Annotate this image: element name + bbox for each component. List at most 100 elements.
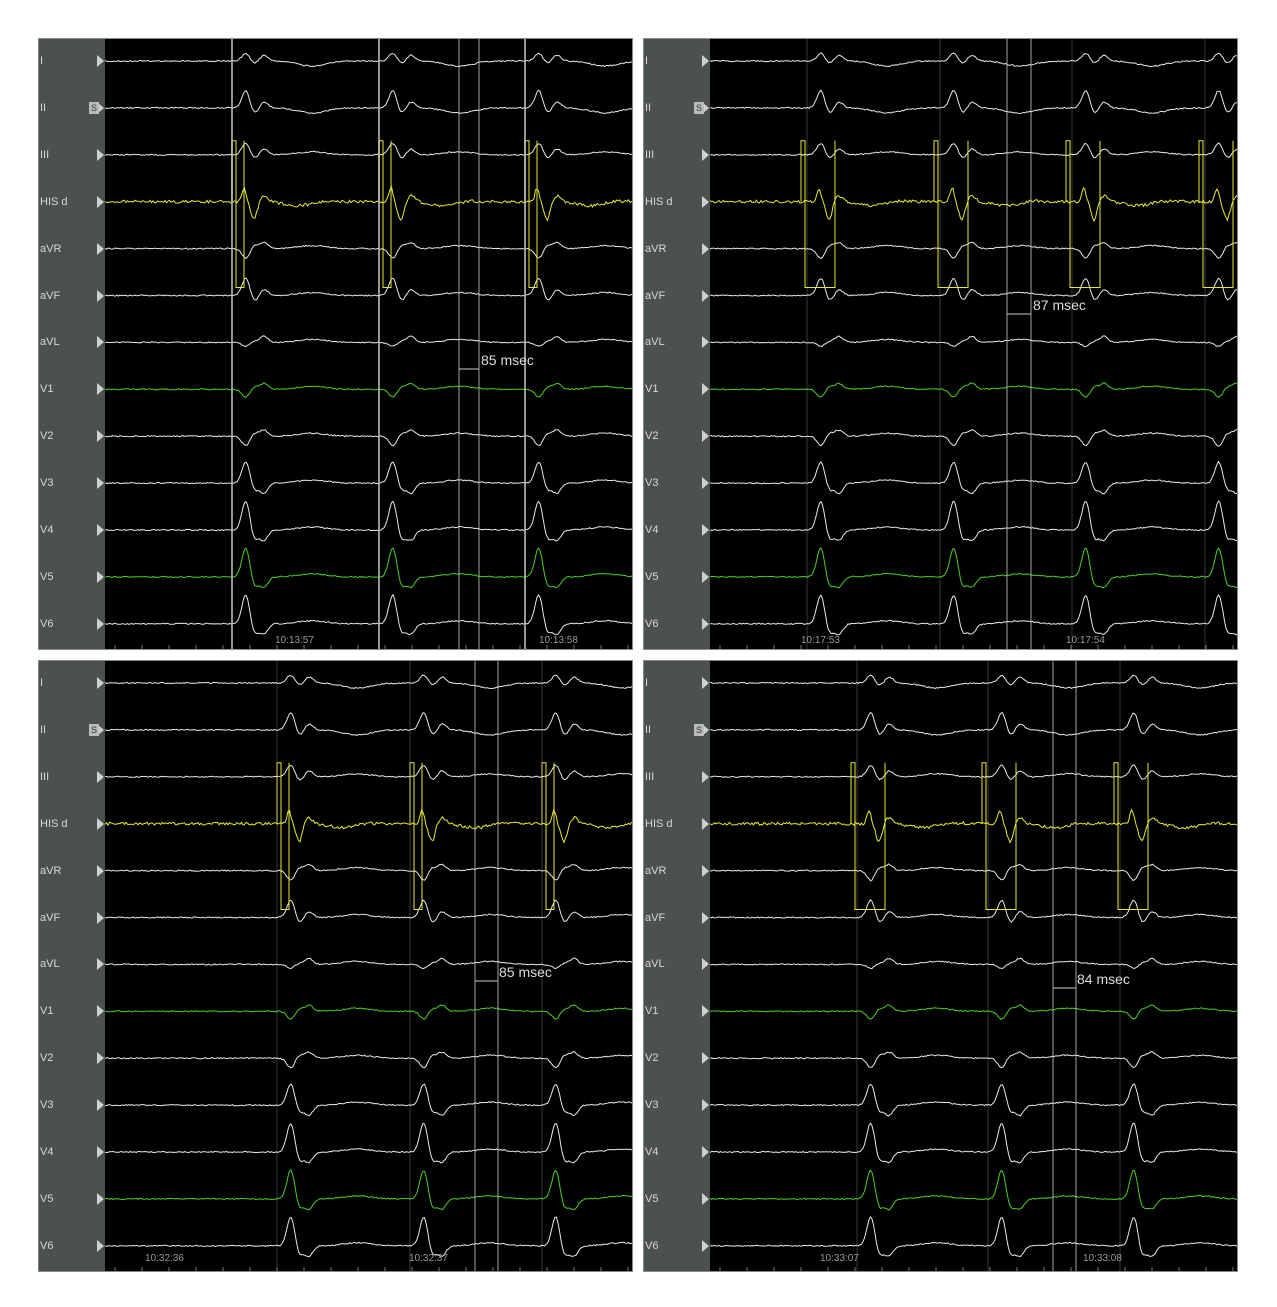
- lead-arrow-icon[interactable]: [97, 1052, 104, 1065]
- interval-measurement: 84 msec: [1077, 971, 1130, 987]
- lead-arrow-icon[interactable]: [702, 817, 709, 830]
- lead-arrow-icon[interactable]: [97, 677, 104, 689]
- lead-label: II: [645, 723, 652, 736]
- lead-label: aVF: [645, 911, 666, 924]
- lead-arrow-icon[interactable]: [97, 336, 104, 349]
- lead-label: aVR: [645, 242, 667, 255]
- lead-arrow-icon[interactable]: [702, 101, 709, 114]
- lead-arrow-icon[interactable]: [702, 617, 709, 630]
- ecg-trace: [105, 863, 632, 881]
- sync-marker[interactable]: S: [89, 101, 99, 114]
- his-stimulus-artifact: [276, 762, 290, 910]
- timestamp: 10:17:53: [801, 635, 840, 646]
- lead-arrow-icon[interactable]: [97, 430, 104, 443]
- lead-arrow-icon[interactable]: [702, 336, 709, 349]
- lead-arrow-icon[interactable]: [702, 723, 709, 736]
- trace-area: [105, 661, 632, 1271]
- lead-arrow-icon[interactable]: [97, 195, 104, 208]
- his-stimulus-artifact: [850, 762, 886, 910]
- lead-arrow-icon[interactable]: [702, 1239, 709, 1252]
- lead-label: II: [40, 101, 47, 114]
- lead-arrow-icon[interactable]: [97, 1239, 104, 1252]
- lead-label: V1: [40, 1005, 54, 1018]
- lead-arrow-icon[interactable]: [702, 864, 709, 877]
- ecg-panel-1: I II S III HIS d aVR aVF aVL V1 V2 V3 V4 V5 V6 10:13:5…: [38, 38, 633, 650]
- lead-arrow-icon[interactable]: [97, 1005, 104, 1018]
- lead-arrow-icon[interactable]: [702, 289, 709, 302]
- his-stimulus-artifact: [409, 762, 423, 910]
- lead-label: V3: [645, 477, 659, 490]
- lead-label: V1: [645, 383, 659, 396]
- lead-arrow-icon[interactable]: [97, 242, 104, 255]
- lead-arrow-icon[interactable]: [97, 911, 104, 924]
- lead-arrow-icon[interactable]: [97, 770, 104, 783]
- lead-arrow-icon[interactable]: [97, 1099, 104, 1112]
- lead-arrow-icon[interactable]: [97, 958, 104, 971]
- ecg-panel-4: I II S III HIS d aVR aVF aVL V1 V2 V3 V4 V5 V6 10:33:0…: [643, 660, 1238, 1272]
- lead-arrow-icon[interactable]: [97, 1146, 104, 1158]
- lead-label: II: [40, 723, 47, 736]
- lead-arrow-icon[interactable]: [97, 617, 104, 630]
- lead-arrow-icon[interactable]: [97, 723, 104, 736]
- his-stimulus-artifact: [524, 140, 538, 288]
- timestamp: 10:13:58: [539, 635, 578, 646]
- sync-marker[interactable]: S: [694, 723, 704, 736]
- ecg-trace: [710, 957, 1237, 970]
- lead-arrow-icon[interactable]: [702, 1005, 709, 1018]
- his-stimulus-artifact: [933, 140, 969, 288]
- ecg-trace: [105, 899, 632, 923]
- lead-label: aVL: [645, 336, 665, 349]
- ecg-trace: [710, 1051, 1237, 1069]
- lead-label: III: [40, 148, 50, 161]
- lead-arrow-icon[interactable]: [702, 958, 709, 971]
- lead-label: V2: [40, 430, 54, 443]
- lead-arrow-icon[interactable]: [702, 383, 709, 396]
- lead-label: V4: [645, 1146, 659, 1158]
- ecg-trace: [105, 500, 632, 542]
- lead-arrow-icon[interactable]: [702, 477, 709, 490]
- lead-label: V5: [645, 570, 659, 583]
- lead-arrow-icon[interactable]: [702, 1192, 709, 1205]
- lead-label: aVL: [40, 336, 60, 349]
- lead-arrow-icon[interactable]: [702, 148, 709, 161]
- lead-arrow-icon[interactable]: [97, 101, 104, 114]
- interval-measurement: 85 msec: [481, 352, 534, 368]
- lead-arrow-icon[interactable]: [702, 524, 709, 536]
- lead-arrow-icon[interactable]: [97, 817, 104, 830]
- ecg-trace: [105, 335, 632, 348]
- ecg-trace: [710, 382, 1237, 399]
- lead-arrow-icon[interactable]: [97, 477, 104, 490]
- lead-arrow-icon[interactable]: [702, 911, 709, 924]
- ecg-trace: [710, 241, 1237, 260]
- lead-label: aVF: [40, 911, 61, 924]
- sync-marker[interactable]: S: [694, 101, 704, 114]
- lead-arrow-icon[interactable]: [97, 148, 104, 161]
- lead-arrow-icon[interactable]: [702, 195, 709, 208]
- lead-arrow-icon[interactable]: [702, 55, 709, 67]
- lead-arrow-icon[interactable]: [97, 289, 104, 302]
- lead-label: aVL: [40, 958, 60, 971]
- lead-arrow-icon[interactable]: [702, 1099, 709, 1112]
- lead-arrow-icon[interactable]: [97, 864, 104, 877]
- lead-label: III: [645, 770, 655, 783]
- lead-label: aVF: [645, 289, 666, 302]
- lead-arrow-icon[interactable]: [97, 524, 104, 536]
- lead-arrow-icon[interactable]: [702, 430, 709, 443]
- lead-arrow-icon[interactable]: [97, 55, 104, 67]
- lead-arrow-icon[interactable]: [97, 570, 104, 583]
- ecg-trace: [105, 1083, 632, 1117]
- lead-arrow-icon[interactable]: [702, 242, 709, 255]
- lead-arrow-icon[interactable]: [702, 1052, 709, 1065]
- lead-arrow-icon[interactable]: [97, 383, 104, 396]
- ecg-trace: [105, 593, 632, 636]
- lead-label: V6: [40, 1239, 54, 1252]
- sync-marker[interactable]: S: [89, 723, 99, 736]
- ecg-trace: [105, 1004, 632, 1020]
- lead-arrow-icon[interactable]: [97, 1192, 104, 1205]
- lead-arrow-icon[interactable]: [702, 677, 709, 689]
- ecg-trace: [710, 500, 1237, 542]
- lead-arrow-icon[interactable]: [702, 770, 709, 783]
- lead-arrow-icon[interactable]: [702, 1146, 709, 1158]
- his-stimulus-artifact: [1065, 140, 1101, 288]
- lead-arrow-icon[interactable]: [702, 570, 709, 583]
